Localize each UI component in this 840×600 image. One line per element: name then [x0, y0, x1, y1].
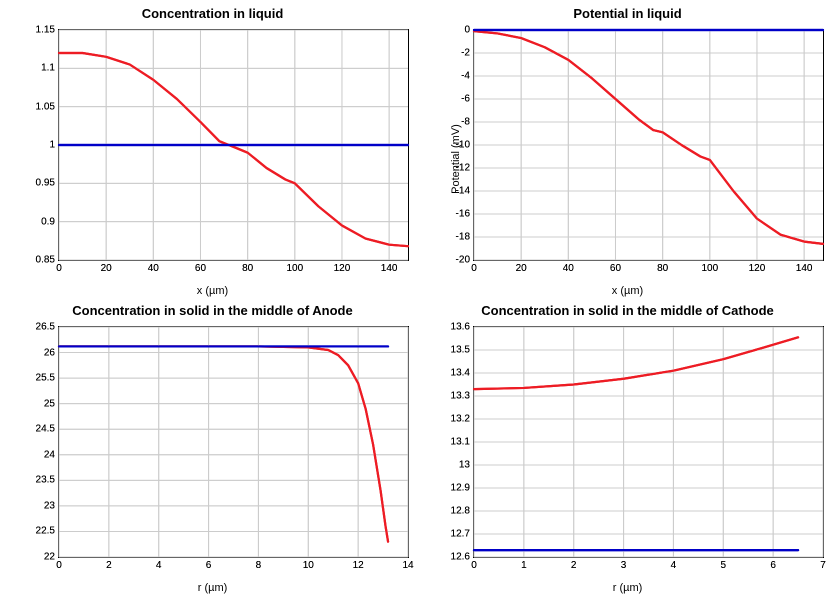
- xtick-label: 2: [571, 557, 577, 571]
- xtick-label: 0: [56, 260, 62, 274]
- panel-title: Concentration in solid in the middle of …: [423, 303, 832, 318]
- ytick-label: 24.5: [36, 424, 59, 435]
- ytick-label: 13.6: [451, 322, 474, 333]
- xtick-label: 12: [353, 557, 364, 571]
- ytick-label: 22.5: [36, 526, 59, 537]
- ytick-label: 12.7: [451, 529, 474, 540]
- ytick-label: 1.1: [41, 63, 59, 74]
- ytick-label: 26: [44, 347, 59, 358]
- xtick-label: 8: [256, 557, 262, 571]
- xtick-label: 20: [516, 260, 527, 274]
- xtick-label: 5: [721, 557, 727, 571]
- xtick-label: 0: [471, 260, 477, 274]
- xtick-label: 10: [303, 557, 314, 571]
- xtick-label: 140: [796, 260, 813, 274]
- ytick-label: -10: [456, 140, 474, 151]
- x-axis-label: x (µm): [423, 285, 832, 297]
- ytick-label: 23: [44, 500, 59, 511]
- panel-title: Potential in liquid: [423, 6, 832, 21]
- axes-bl: 2222.52323.52424.52525.52626.50246810121…: [58, 326, 409, 558]
- xtick-label: 0: [56, 557, 62, 571]
- xtick-label: 120: [749, 260, 766, 274]
- ytick-label: 1.15: [36, 25, 59, 36]
- panel-top-right: Potential in liquid Potential (mV) -20-1…: [423, 4, 832, 295]
- series-red: [474, 337, 798, 389]
- ytick-label: 13.5: [451, 345, 474, 356]
- xtick-label: 40: [148, 260, 159, 274]
- ytick-label: 25: [44, 398, 59, 409]
- panel-bottom-left: Concentration in solid in the middle of …: [8, 301, 417, 592]
- xtick-label: 40: [563, 260, 574, 274]
- ytick-label: -4: [461, 71, 474, 82]
- xtick-label: 3: [621, 557, 627, 571]
- xtick-label: 80: [657, 260, 668, 274]
- xtick-label: 14: [402, 557, 413, 571]
- ytick-label: 0.95: [36, 178, 59, 189]
- xtick-label: 6: [206, 557, 212, 571]
- ytick-label: -12: [456, 163, 474, 174]
- ytick-label: 13.3: [451, 391, 474, 402]
- axes-tr: -20-18-16-14-12-10-8-6-4-200204060801001…: [473, 29, 824, 261]
- ytick-label: 13.1: [451, 437, 474, 448]
- panel-bottom-right: Concentration in solid in the middle of …: [423, 301, 832, 592]
- panel-top-left: Concentration in liquid Concentration (m…: [8, 4, 417, 295]
- ytick-label: 13.2: [451, 414, 474, 425]
- ytick-label: 25.5: [36, 373, 59, 384]
- panel-title: Concentration in liquid: [8, 6, 417, 21]
- ytick-label: 0: [464, 25, 474, 36]
- ytick-label: 23.5: [36, 475, 59, 486]
- ytick-label: 1.05: [36, 101, 59, 112]
- series-red: [474, 31, 823, 244]
- x-axis-label: r (µm): [423, 582, 832, 594]
- xtick-label: 6: [770, 557, 776, 571]
- y-axis-label: Potential (mV): [450, 124, 462, 194]
- ytick-label: 0.9: [41, 216, 59, 227]
- plot-wrap: Concentration (mol/dm³) 0.850.90.9511.05…: [8, 23, 417, 295]
- x-axis-label: x (µm): [8, 285, 417, 297]
- axes-br: 12.612.712.812.91313.113.213.313.413.513…: [473, 326, 824, 558]
- panel-title: Concentration in solid in the middle of …: [8, 303, 417, 318]
- xtick-label: 4: [156, 557, 162, 571]
- ytick-label: 24: [44, 449, 59, 460]
- xtick-label: 60: [610, 260, 621, 274]
- ytick-label: -8: [461, 117, 474, 128]
- ytick-label: -18: [456, 232, 474, 243]
- xtick-label: 0: [471, 557, 477, 571]
- ytick-label: 13: [459, 460, 474, 471]
- series-red: [59, 53, 408, 246]
- ytick-label: 26.5: [36, 322, 59, 333]
- x-axis-label: r (µm): [8, 582, 417, 594]
- xtick-label: 100: [286, 260, 303, 274]
- xtick-label: 1: [521, 557, 527, 571]
- axes-tl: 0.850.90.9511.051.11.1502040608010012014…: [58, 29, 409, 261]
- ytick-label: -6: [461, 94, 474, 105]
- ytick-label: 12.8: [451, 506, 474, 517]
- plot-wrap: Concentration (mol/dm³) 2222.52323.52424…: [8, 320, 417, 592]
- ytick-label: 1: [49, 140, 59, 151]
- xtick-label: 2: [106, 557, 112, 571]
- ytick-label: 12.9: [451, 483, 474, 494]
- xtick-label: 120: [334, 260, 351, 274]
- ytick-label: -16: [456, 209, 474, 220]
- xtick-label: 100: [701, 260, 718, 274]
- plot-wrap: Potential (mV) -20-18-16-14-12-10-8-6-4-…: [423, 23, 832, 295]
- plot-wrap: Concentration (mol/dm³) 12.612.712.812.9…: [423, 320, 832, 592]
- subplot-grid: Concentration in liquid Concentration (m…: [0, 0, 840, 600]
- ytick-label: -2: [461, 48, 474, 59]
- ytick-label: 13.4: [451, 368, 474, 379]
- xtick-label: 7: [820, 557, 826, 571]
- xtick-label: 140: [381, 260, 398, 274]
- xtick-label: 80: [242, 260, 253, 274]
- ytick-label: -14: [456, 186, 474, 197]
- xtick-label: 20: [101, 260, 112, 274]
- xtick-label: 4: [671, 557, 677, 571]
- xtick-label: 60: [195, 260, 206, 274]
